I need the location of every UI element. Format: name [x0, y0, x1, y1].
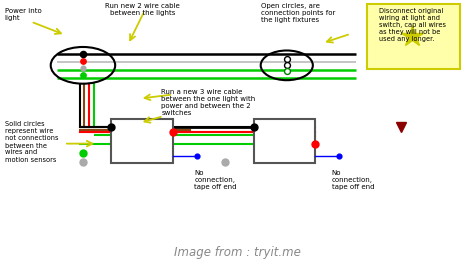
Point: [283, 57, 291, 62]
Text: Image from : tryit.me: Image from : tryit.me: [173, 246, 301, 259]
Text: No
connection,
tape off end: No connection, tape off end: [194, 170, 237, 190]
Point: [79, 66, 87, 70]
Point: [79, 73, 87, 77]
Point: [79, 52, 87, 56]
Point: [79, 150, 87, 155]
Text: Run a new 3 wire cable
between the one light with
power and between the 2
switch: Run a new 3 wire cable between the one l…: [161, 89, 255, 116]
Point: [221, 160, 229, 164]
Text: Solid circles
represent wire
not connections
between the
wires and
motion sensor: Solid circles represent wire not connect…: [5, 122, 58, 163]
Point: [169, 130, 177, 134]
Text: Open circles, are
connection points for
the light fixtures: Open circles, are connection points for …: [261, 3, 335, 23]
Bar: [111, 119, 173, 163]
Text: Run new 2 wire cable
between the lights: Run new 2 wire cable between the lights: [105, 3, 180, 16]
Text: Disconnect original
wiring at light and
switch, cap all wires
as they will not b: Disconnect original wiring at light and …: [379, 8, 446, 42]
Text: No
connection,
tape off end: No connection, tape off end: [332, 170, 374, 190]
Bar: [254, 119, 315, 163]
Point: [193, 154, 201, 158]
Point: [108, 125, 115, 129]
Text: Power into
light: Power into light: [5, 8, 42, 21]
Point: [283, 69, 291, 73]
Point: [79, 59, 87, 63]
Point: [335, 154, 343, 158]
Bar: [367, 4, 460, 69]
Point: [283, 63, 291, 68]
Point: [250, 125, 257, 129]
Point: [79, 160, 87, 164]
Point: [311, 142, 319, 147]
